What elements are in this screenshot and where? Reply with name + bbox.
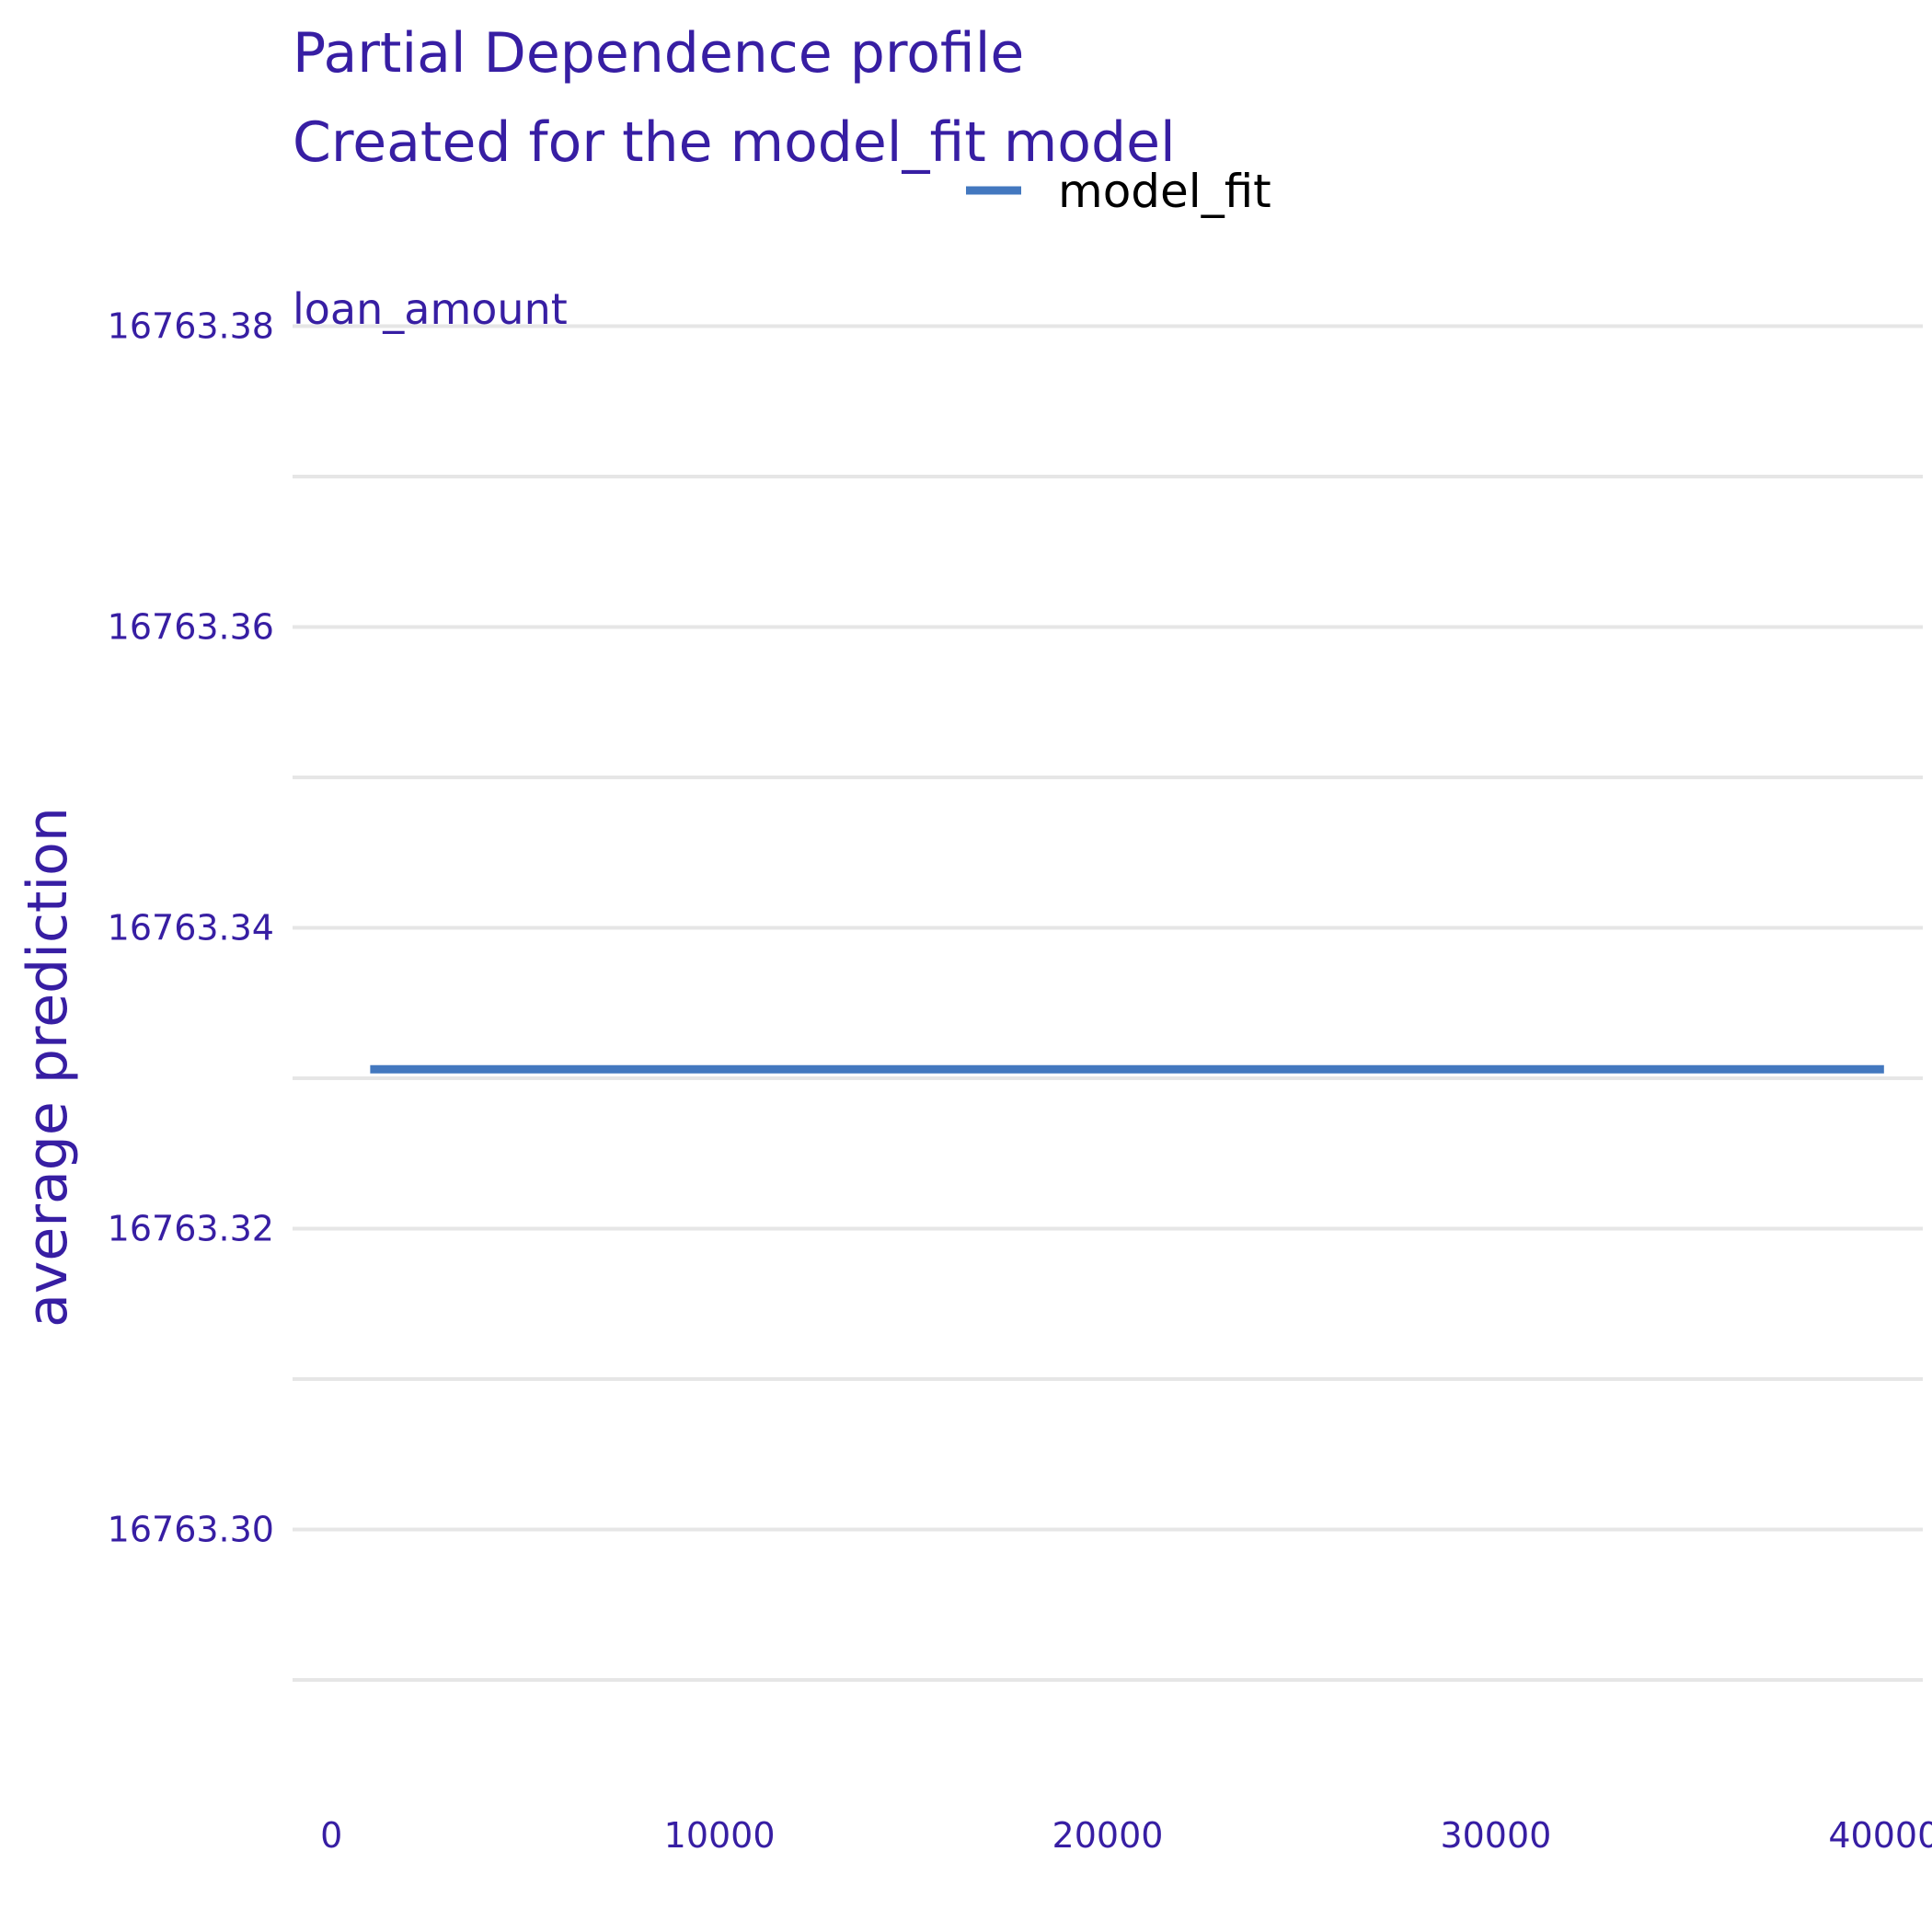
y-tick-label: 16763.36 (108, 607, 274, 648)
y-axis-ticks: 16763.30 16763.32 16763.34 16763.36 16763.38 (108, 306, 274, 1550)
chart-subtitle: Created for the model_fit model (293, 110, 1176, 175)
y-tick-label: 16763.38 (108, 306, 274, 347)
y-tick-label: 16763.32 (108, 1209, 274, 1249)
x-tick-label: 10000 (664, 1815, 776, 1856)
legend-label-model-fit: model_fit (1058, 165, 1271, 218)
grid-lines (293, 324, 1923, 1683)
x-tick-label: 40000 (1828, 1815, 1932, 1856)
y-tick-label: 16763.34 (108, 908, 274, 949)
y-tick-label: 16763.30 (108, 1510, 274, 1550)
chart-title: Partial Dependence profile (293, 21, 1024, 86)
x-axis-ticks: 0 10000 20000 30000 40000 (320, 1815, 1932, 1856)
y-axis-label: average prediction (16, 807, 80, 1328)
x-tick-label: 30000 (1440, 1815, 1551, 1856)
x-tick-label: 0 (320, 1815, 342, 1856)
legend: model_fit (966, 165, 1271, 218)
x-tick-label: 20000 (1052, 1815, 1164, 1856)
